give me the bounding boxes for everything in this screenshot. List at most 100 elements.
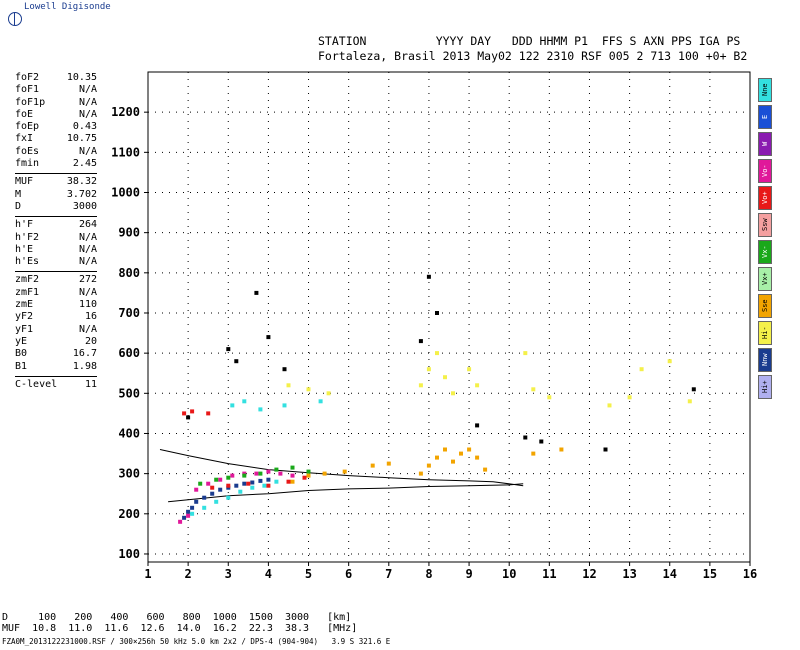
data-point: [418, 471, 423, 476]
param-value: N/A: [78, 243, 97, 255]
data-point: [426, 463, 431, 468]
data-point: [443, 375, 447, 380]
data-point: [226, 483, 231, 488]
y-tick-label: 100: [118, 547, 140, 561]
data-point: [475, 423, 480, 428]
param-row: foF2 10.35: [15, 72, 97, 84]
legend-label: Vo+: [761, 191, 769, 205]
y-tick-label: 900: [118, 226, 140, 240]
x-tick-label: 3: [225, 567, 232, 581]
y-tick-label: 600: [118, 346, 140, 360]
legend-label: Vx+: [761, 272, 769, 286]
data-point: [603, 447, 608, 452]
param-name: h'F2: [15, 231, 40, 243]
param-row: foF1 N/A: [15, 84, 97, 96]
station-header: STATION YYYY DAY DDD HHMM P1 FFS S AXN P…: [318, 34, 747, 64]
param-value: 3000: [72, 200, 97, 212]
data-point: [467, 447, 472, 452]
header-line-values: Fortaleza, Brasil 2013 May02 122 2310 RS…: [318, 49, 748, 63]
x-tick-label: 5: [305, 567, 312, 581]
param-row: C-level 11: [15, 379, 97, 391]
x-tick-label: 15: [703, 567, 717, 581]
data-point: [214, 499, 219, 504]
data-point: [246, 481, 251, 486]
param-row: h'F 264: [15, 219, 97, 231]
data-point: [459, 451, 463, 456]
x-tick-label: 8: [425, 567, 432, 581]
param-value: 1.98: [72, 360, 97, 372]
data-point: [190, 511, 195, 516]
data-point: [218, 487, 223, 492]
data-point: [290, 465, 295, 470]
param-name: foF1: [15, 84, 40, 96]
data-point: [306, 473, 311, 478]
legend-label: Nnw: [761, 353, 769, 367]
data-point: [286, 383, 291, 388]
data-point: [226, 347, 231, 352]
data-point: [210, 485, 215, 490]
param-row: h'F2 N/A: [15, 232, 97, 244]
data-point: [475, 455, 480, 460]
param-separator: [15, 216, 97, 218]
legend-label: Vx-: [761, 245, 769, 259]
param-value: 3.702: [66, 188, 97, 200]
muf-distance-row: D 100 200 400 600 800 1000 1500 3000 [km…: [2, 612, 352, 623]
param-value: 10.75: [66, 133, 97, 145]
muf-table: D 100 200 400 600 800 1000 1500 3000 [km…: [2, 612, 357, 634]
param-name: C-level: [15, 378, 58, 390]
data-point: [194, 499, 199, 504]
param-row: zmF1 N/A: [15, 287, 97, 299]
data-point: [426, 274, 431, 279]
data-point: [475, 383, 480, 388]
data-point: [242, 399, 247, 404]
data-point: [226, 475, 231, 480]
data-point: [451, 459, 455, 464]
legend-entry: Nnw: [758, 348, 772, 372]
x-tick-label: 6: [345, 567, 352, 581]
data-point: [202, 495, 207, 500]
header-line-labels: STATION YYYY DAY DDD HHMM P1 FFS S AXN P…: [318, 34, 741, 48]
data-point: [523, 351, 528, 356]
data-point: [483, 467, 488, 472]
param-name: h'E: [15, 243, 34, 255]
muf-value-row: MUF 10.8 11.0 11.6 12.6 14.0 16.2 22.3 3…: [2, 623, 358, 634]
param-value: N/A: [78, 286, 97, 298]
legend-entry: E: [758, 105, 772, 129]
legend-label: Hi+: [761, 380, 769, 394]
data-point: [190, 409, 195, 414]
plot-frame: [147, 71, 751, 563]
legend-entry: W: [758, 132, 772, 156]
data-point: [326, 391, 331, 396]
param-value: N/A: [78, 96, 97, 108]
param-row: zmE 110: [15, 299, 97, 311]
legend: Nne E W Vo- Vo+ Ssw Vx- Vx+ Sse Hi- Nnw Hi+: [758, 78, 772, 402]
x-tick-label: 12: [582, 567, 596, 581]
legend-label: W: [761, 141, 769, 147]
param-value: N/A: [78, 145, 97, 157]
param-row: h'Es N/A: [15, 256, 97, 268]
data-point: [282, 367, 287, 372]
data-point: [286, 479, 291, 484]
data-point: [547, 395, 552, 400]
data-point: [531, 387, 536, 392]
param-name: B1: [15, 360, 28, 372]
data-point: [306, 469, 311, 474]
param-row: yE 20: [15, 336, 97, 348]
data-point: [435, 311, 439, 315]
data-point: [206, 481, 211, 486]
x-tick-label: 4: [265, 567, 272, 581]
param-name: h'Es: [15, 256, 40, 268]
data-point: [627, 395, 632, 400]
param-row: fmin 2.45: [15, 158, 97, 170]
data-point: [386, 461, 391, 466]
data-point: [266, 477, 271, 482]
legend-entry: Vx-: [758, 240, 772, 264]
data-point: [262, 483, 267, 488]
param-name: B0: [15, 348, 28, 360]
legend-entry: Hi+: [758, 375, 772, 399]
data-point: [443, 447, 447, 452]
param-name: foF2: [15, 72, 40, 83]
legend-entry: Vo-: [758, 159, 772, 183]
param-row: B0 16.7: [15, 348, 97, 360]
param-name: D: [15, 200, 22, 212]
